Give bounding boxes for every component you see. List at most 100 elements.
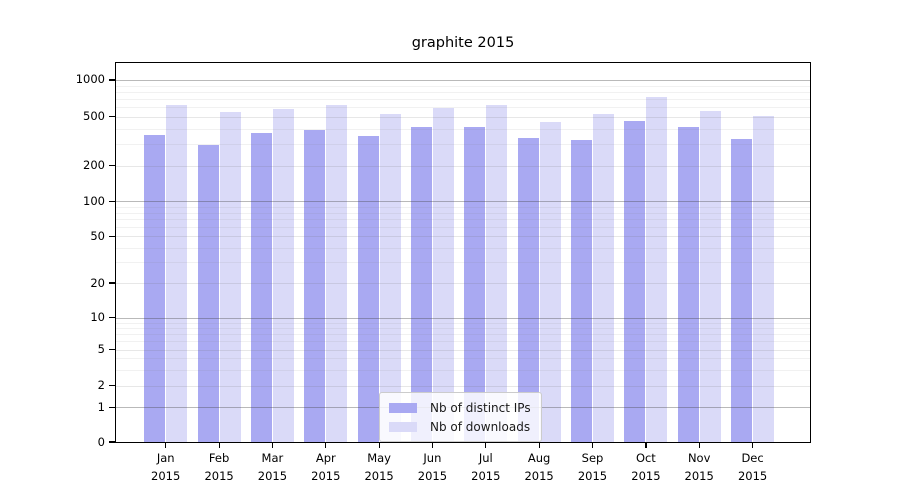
x-tick-label-jan: Jan 2015 [151,451,181,483]
gridline-40 [116,247,810,249]
chart-title: graphite 2015 [411,35,515,51]
y-tick-label-0: 0 [97,434,105,449]
bar-nb-of-downloads-apr [326,104,348,442]
legend-label-distinct-ips: Nb of distinct IPs [430,400,531,415]
x-tick-label-dec: Dec 2015 [737,451,768,483]
bar-nb-of-distinct-ips-may [357,135,379,442]
gridline-20 [116,283,810,284]
gridline-10 [116,317,810,319]
x-tick-mark-apr [325,443,327,448]
bar-nb-of-distinct-ips-jul [464,126,486,442]
gridline-100 [116,201,810,203]
gridline-400 [116,128,810,130]
gridline-500 [116,116,810,118]
x-tick-label-jul: Jul 2015 [471,451,501,483]
bar-nb-of-downloads-aug [539,121,561,442]
bar-nb-of-downloads-nov [699,110,721,442]
y-tick-mark-20 [109,282,115,284]
x-tick-mark-jul [485,443,487,448]
bar-nb-of-distinct-ips-dec [731,138,753,442]
bar-nb-of-downloads-oct [646,97,668,442]
bar-nb-of-distinct-ips-aug [517,138,539,442]
bar-nb-of-downloads-jun [432,108,454,442]
y-tick-label-200: 200 [83,158,105,172]
x-tick-mark-jan [165,443,167,448]
bar-nb-of-distinct-ips-nov [677,126,699,442]
gridline-8 [116,327,810,329]
gridline-300 [116,143,810,145]
y-tick-mark-1 [109,406,115,408]
x-tick-mark-nov [698,443,700,448]
gridline-1000 [116,79,810,81]
x-tick-mark-mar [271,443,274,448]
y-tick-mark-500 [109,116,115,118]
x-tick-mark-sep [591,443,594,448]
x-tick-label-sep: Sep 2015 [577,451,608,483]
x-tick-label-may: May 2015 [364,451,394,483]
x-tick-mark-feb [218,443,220,448]
y-tick-mark-100 [109,200,115,203]
y-tick-label-50: 50 [90,228,105,243]
gridline-5 [116,349,810,351]
y-tick-mark-5 [109,349,115,351]
bar-nb-of-distinct-ips-jun [410,126,432,442]
bar-nb-of-downloads-dec [753,116,775,442]
bar-nb-of-downloads-jul [486,104,508,442]
gridline-80 [116,212,810,214]
legend: Nb of distinct IPs Nb of downloads [379,392,542,442]
y-tick-mark-200 [109,164,115,167]
gridline-600 [116,107,810,109]
gridline-3 [116,369,810,371]
x-tick-label-apr: Apr 2015 [311,451,341,483]
bar-nb-of-downloads-sep [593,114,614,442]
bar-nb-of-distinct-ips-mar [250,132,272,442]
bar-nb-of-distinct-ips-feb [197,144,219,442]
x-tick-label-feb: Feb 2015 [204,451,234,483]
legend-label-downloads: Nb of downloads [430,419,531,434]
bar-nb-of-downloads-may [379,114,401,442]
y-tick-label-100: 100 [83,193,105,208]
bar-nb-of-downloads-feb [219,111,241,442]
gridline-4 [116,358,810,360]
x-tick-mark-jun [431,443,434,448]
bar-nb-of-downloads-mar [272,108,294,442]
gridline-700 [116,98,810,100]
gridline-60 [116,227,810,229]
plot-area [115,62,811,443]
y-tick-mark-2 [109,385,115,387]
gridline-70 [116,219,810,221]
y-tick-label-2: 2 [97,378,105,393]
gridline-200 [116,165,810,167]
y-tick-label-10: 10 [90,310,105,325]
y-tick-label-1: 1 [97,399,105,414]
y-tick-label-1000: 1000 [75,72,105,87]
y-tick-mark-10 [109,317,115,319]
x-tick-mark-oct [645,443,647,448]
bar-nb-of-downloads-jan [166,104,188,442]
gridline-90 [116,206,810,208]
x-tick-label-oct: Oct 2015 [631,451,661,483]
legend-item-distinct-ips: Nb of distinct IPs [389,398,531,417]
gridline-7 [116,334,810,336]
legend-swatch-distinct-ips [389,402,417,413]
y-tick-label-20: 20 [90,275,105,290]
x-tick-mark-dec [752,443,754,448]
gridline-2 [116,385,810,387]
gridline-50 [116,236,810,238]
y-tick-mark-1000 [109,79,115,81]
bar-nb-of-distinct-ips-sep [571,139,592,442]
y-tick-label-5: 5 [97,342,105,357]
y-tick-mark-0 [109,441,115,443]
x-tick-mark-aug [538,443,540,448]
legend-swatch-downloads [389,421,417,432]
y-tick-label-500: 500 [83,109,105,124]
gridline-800 [116,91,810,93]
bar-nb-of-distinct-ips-oct [624,121,646,442]
bar-nb-of-distinct-ips-apr [304,130,326,442]
legend-item-downloads: Nb of downloads [389,417,531,436]
gridline-9 [116,322,810,324]
y-tick-mark-50 [109,235,115,237]
gridline-30 [116,262,810,264]
gridline-900 [116,85,810,87]
